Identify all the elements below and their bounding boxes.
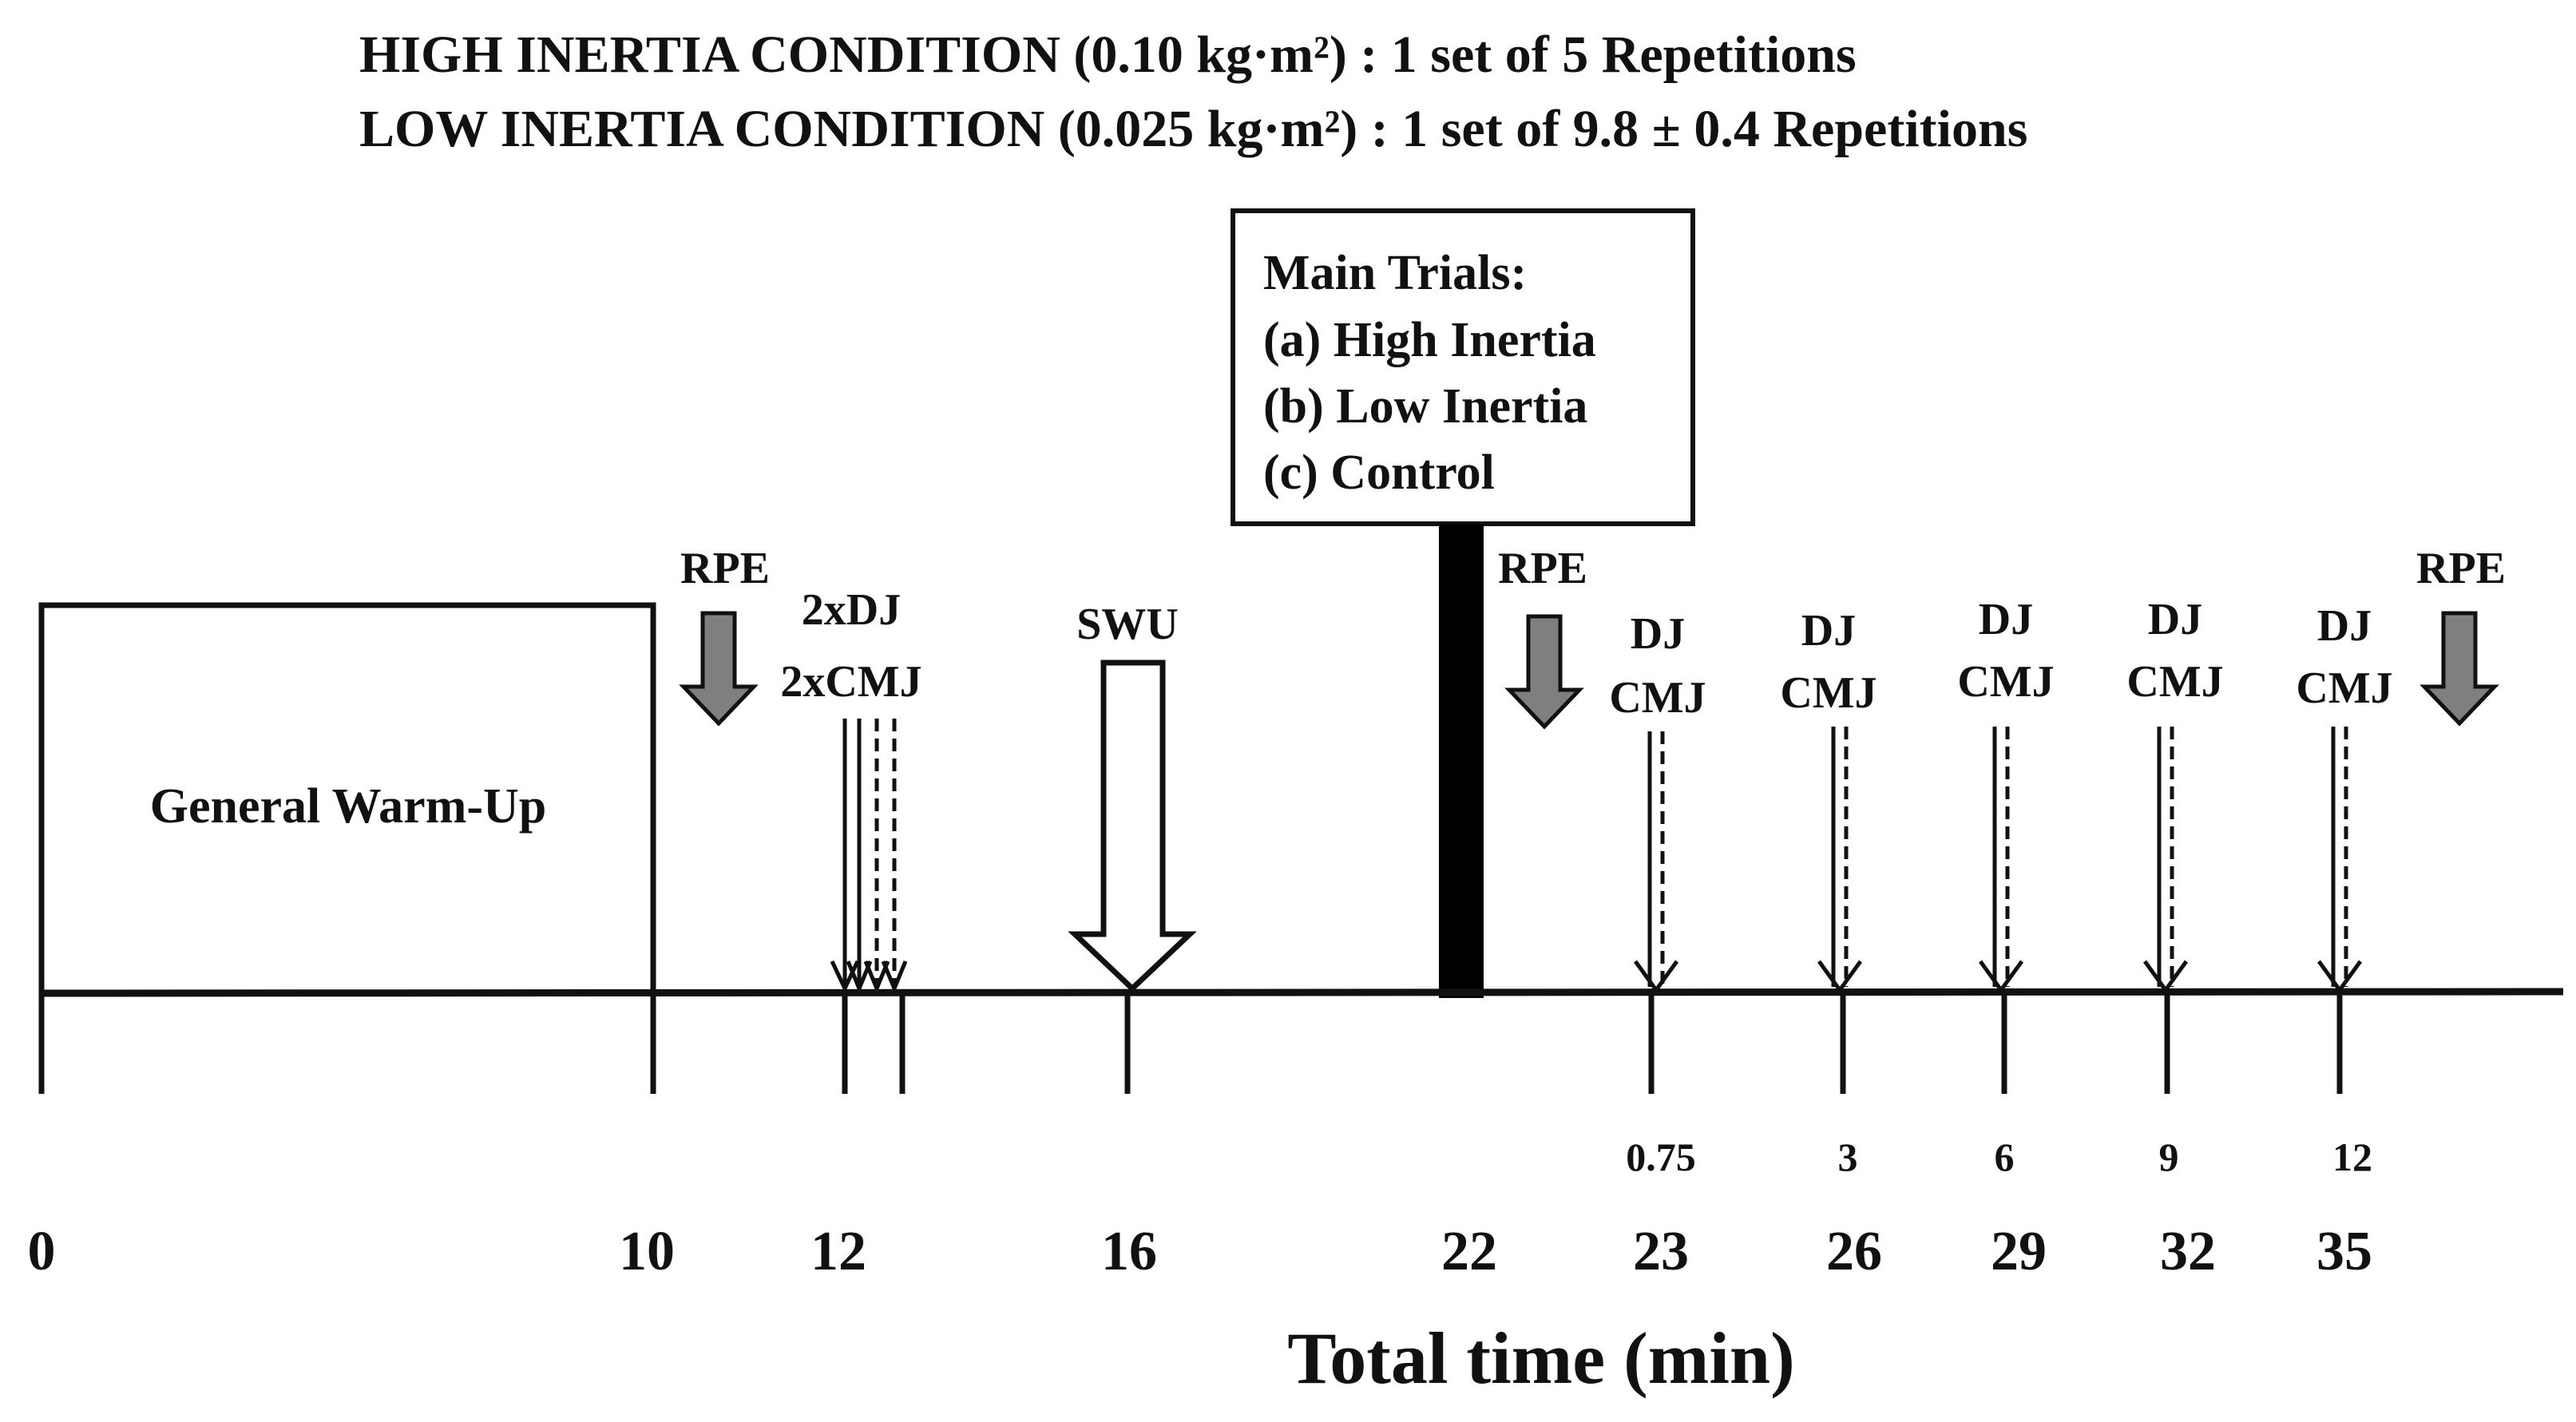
rpe-label-end: RPE xyxy=(2416,544,2506,593)
post-minute-label-3: 9 xyxy=(2159,1135,2179,1179)
post-test-dj-label: DJ xyxy=(1979,595,2033,644)
time-label-35: 35 xyxy=(2316,1221,2372,1282)
time-label-29: 29 xyxy=(1991,1221,2047,1282)
main-trials-item-high: (a) High Inertia xyxy=(1263,313,1596,367)
time-label-32: 32 xyxy=(2160,1221,2216,1282)
post-test-cmj-label: CMJ xyxy=(1957,657,2054,707)
general-warmup-box xyxy=(38,602,656,1094)
header-low-inertia: LOW INERTIA CONDITION (0.025 kg·m²) : 1 … xyxy=(359,100,2027,158)
main-trial-bar xyxy=(1439,524,1484,998)
post-test-dj-label: DJ xyxy=(2317,601,2372,651)
post-test-arrow xyxy=(1817,727,1863,994)
rpe-label-pre: RPE xyxy=(680,544,770,593)
header-high-inertia: HIGH INERTIA CONDITION (0.10 kg·m²) : 1 … xyxy=(359,26,1857,84)
post-test-cmj-label: CMJ xyxy=(1780,668,1877,718)
main-trials-title: Main Trials: xyxy=(1263,246,1527,300)
post-test-0: DJ CMJ xyxy=(1609,609,1706,994)
time-label-26: 26 xyxy=(1826,1221,1882,1282)
post-test-1: DJ CMJ xyxy=(1780,606,1877,994)
rpe-label-post: RPE xyxy=(1498,544,1587,593)
post-test-4: DJ CMJ xyxy=(2296,601,2393,994)
post-test-cmj-label: CMJ xyxy=(1609,673,1706,723)
post-minute-label-2: 6 xyxy=(1995,1135,2015,1179)
swu-arrow xyxy=(1068,660,1197,992)
rpe-arrow-end xyxy=(2419,611,2499,727)
post-test-cmj-label: CMJ xyxy=(2296,663,2392,713)
main-trials-item-control: (c) Control xyxy=(1263,446,1495,500)
post-test-2: DJ CMJ xyxy=(1957,595,2055,994)
time-label-23: 23 xyxy=(1633,1221,1689,1282)
post-test-cmj-label: CMJ xyxy=(2126,657,2223,707)
swu-label: SWU xyxy=(1076,600,1179,649)
post-minute-label-1: 3 xyxy=(1838,1135,1858,1179)
post-test-dj-label: DJ xyxy=(1631,609,1685,659)
post-test-dj-label: DJ xyxy=(1801,606,1856,656)
main-trials-box xyxy=(1231,208,1695,526)
time-label-12: 12 xyxy=(810,1221,866,1282)
post-test-arrow xyxy=(2316,727,2363,994)
post-minute-label-4: 12 xyxy=(2332,1135,2372,1179)
general-warmup-label: General Warm-Up xyxy=(150,779,547,834)
baseline-cmj-label: 2xCMJ xyxy=(780,657,921,707)
post-test-dj-label: DJ xyxy=(2148,595,2202,644)
post-test-arrow xyxy=(1978,727,2024,994)
rpe-arrow-pre xyxy=(679,611,759,727)
rpe-arrow-post xyxy=(1504,614,1584,730)
baseline-dj-label: 2xDJ xyxy=(802,585,901,635)
post-minute-label-0: 0.75 xyxy=(1626,1135,1696,1179)
timeline-axis xyxy=(41,988,2564,997)
time-label-10: 10 xyxy=(619,1221,675,1282)
axis-title: Total time (min) xyxy=(1287,1317,1794,1399)
main-trials-item-low: (b) Low Inertia xyxy=(1263,379,1587,434)
time-label-16: 16 xyxy=(1101,1221,1157,1282)
time-label-0: 0 xyxy=(28,1221,56,1282)
post-test-arrow xyxy=(2142,727,2189,994)
post-test-3: DJ CMJ xyxy=(2126,595,2224,994)
baseline-test-arrows xyxy=(830,719,908,994)
post-test-arrow xyxy=(1633,731,1679,994)
time-label-22: 22 xyxy=(1441,1221,1497,1282)
